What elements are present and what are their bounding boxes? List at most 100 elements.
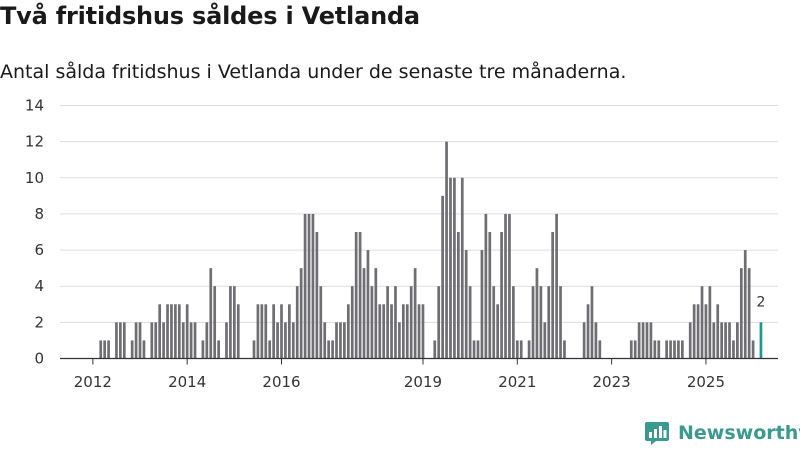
bar [119,322,122,359]
bar [343,322,346,359]
bar [142,340,146,359]
bar [704,304,708,359]
bar [732,340,735,359]
y-tick-label: 4 [34,277,44,295]
bar [138,322,142,359]
bar [453,177,456,359]
bar [323,322,327,359]
bar [177,304,181,359]
bar [374,268,378,359]
bar [677,340,680,359]
bar [115,322,118,359]
bar [716,304,720,359]
bar [158,304,162,359]
bar [307,213,311,359]
bar [134,322,138,359]
bar [724,322,727,359]
bar [386,286,389,359]
bar [252,340,256,359]
bar [295,286,299,359]
bar [331,340,334,359]
bar [504,213,507,359]
bar [256,304,260,359]
bar [598,340,602,359]
bar [559,286,562,359]
bar [284,322,287,359]
bar [700,286,704,359]
bar [468,286,472,359]
bar [739,268,743,359]
bar [405,304,409,359]
bar [445,141,448,359]
bar [417,304,421,359]
bar [150,322,154,359]
bar [531,286,535,359]
bar [378,304,382,359]
bar [335,322,338,359]
bar [350,286,354,359]
y-tick-label: 6 [34,241,44,259]
bar [751,340,755,359]
bar [174,304,177,359]
bar [99,340,103,359]
bar [492,286,496,359]
bar [645,322,649,359]
bar [339,322,342,359]
bar [488,232,492,359]
bar [433,340,437,359]
bar [272,304,275,359]
bar [743,250,747,359]
bar [547,286,551,359]
bar [736,322,739,359]
bar [319,286,323,359]
bar [637,322,641,359]
y-tick-label: 0 [34,350,44,368]
bar [515,340,519,359]
bar [728,322,731,359]
bar [260,304,264,359]
x-tick-label: 2016 [262,373,300,391]
bar [496,304,499,359]
bar [708,286,712,359]
bar [551,232,555,359]
bar [213,286,217,359]
bar [747,268,751,359]
bar [457,232,460,359]
bar [401,304,405,359]
bar [201,340,205,359]
y-tick-label: 12 [25,133,44,151]
bar [665,340,668,359]
bar [154,322,158,359]
bar [311,213,315,359]
bar [563,340,566,359]
bar [437,286,441,359]
bar [346,304,350,359]
bar [209,268,213,359]
x-tick-label: 2021 [498,373,536,391]
x-tick-label: 2019 [404,373,442,391]
bar [315,232,319,359]
bar [122,322,126,359]
bar [413,268,417,359]
bar [421,304,425,359]
bar [633,340,637,359]
bar [232,286,236,359]
bar [291,322,295,359]
bar [460,177,464,359]
bar [594,322,598,359]
bar [673,340,676,359]
bar [268,340,272,359]
bar [362,268,366,359]
x-tick-label: 2023 [593,373,631,391]
bar [464,250,468,359]
bar [130,340,134,359]
bar [166,304,169,359]
bar [692,304,696,359]
bar [582,322,586,359]
y-tick-label: 8 [34,205,44,223]
bar [205,322,209,359]
bar [390,304,393,359]
bar-chart: 0 2 4 6 8 10 12 14 2012 2014 2016 2019 2021 2023 2025 2 [25,97,778,391]
bar [370,286,374,359]
bar [409,286,413,359]
